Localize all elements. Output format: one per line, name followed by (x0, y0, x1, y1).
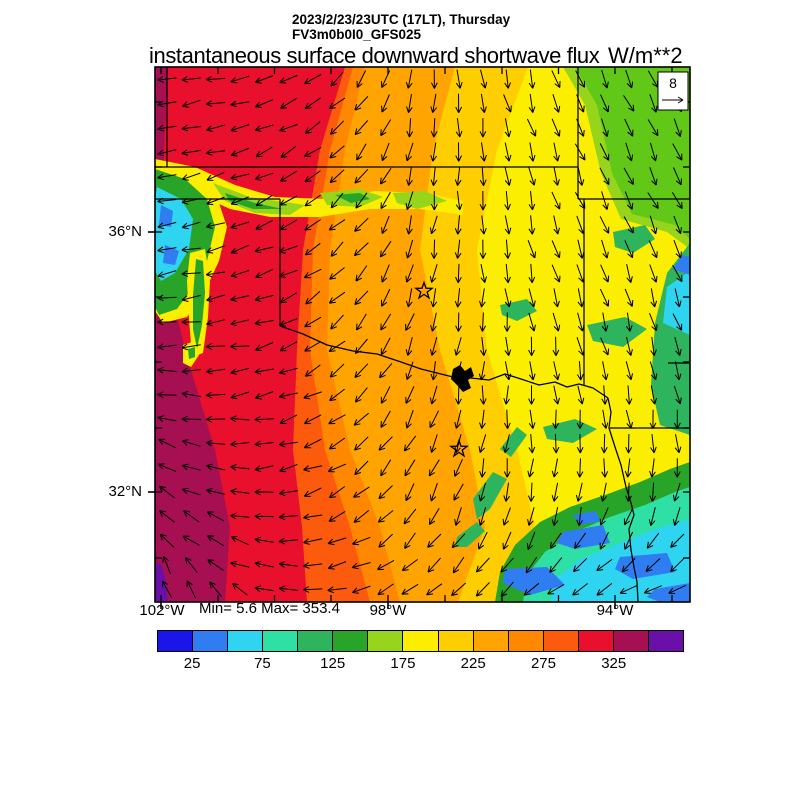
colorbar-tick-label: 175 (390, 655, 416, 672)
colorbar-cell (473, 631, 509, 651)
colorbar-cell (158, 631, 194, 651)
lon-label-102w: 102°W (139, 602, 185, 619)
colorbar-tick-label: 275 (530, 655, 556, 672)
flux-region-se-blue-c (503, 567, 565, 595)
flux-region-green-streak-a (473, 472, 507, 519)
lat-label-32n: 32°N (108, 483, 142, 500)
flux-region-green-streak-c (455, 522, 485, 547)
flux-region-west-streak-green (193, 259, 205, 349)
wind-ref-arrow-icon (662, 96, 684, 104)
colorbar (157, 630, 684, 652)
colorbar-cell (193, 631, 229, 651)
colorbar-cell (578, 631, 614, 651)
colorbar-cell (438, 631, 474, 651)
colorbar-cell (508, 631, 544, 651)
flux-region-se-blue-b (615, 553, 675, 579)
colorbar-tick-label: 125 (320, 655, 346, 672)
colorbar-cell (263, 631, 299, 651)
flux-region-nw-blue-dot-b (163, 245, 179, 265)
flux-region-green-streak-b (500, 427, 527, 457)
flux-region-green-patch-d (543, 419, 597, 443)
lat-label-36n: 36°N (108, 223, 142, 240)
map-plot: 8 (148, 66, 691, 609)
wind-arrows (157, 69, 687, 599)
flux-region-nw-green-bit-a (225, 193, 283, 209)
flux-region-se-blue-d (647, 583, 690, 602)
valid-time-label: 2023/2/23/23UTC (17LT), Thursday (292, 12, 511, 27)
minmax-label: Min= 5.6 Max= 353.4 (199, 600, 340, 617)
lon-label-98w: 98°W (369, 602, 407, 619)
map-frame (154, 66, 691, 603)
colorbar-tick-label: 225 (460, 655, 486, 672)
flux-region-green-patch-a (613, 225, 655, 253)
wind-reference-box: 8 (657, 71, 689, 111)
colorbar-cell (613, 631, 649, 651)
state-border-texas-east-border (607, 397, 639, 603)
flux-region-nw-blue-dot-a (159, 205, 173, 227)
colorbar-cell (333, 631, 369, 651)
flux-region-sw-dash-green (188, 347, 195, 359)
colorbar-cell (403, 631, 439, 651)
flux-region-purple-corner (155, 562, 168, 602)
colorbar-cell (543, 631, 579, 651)
colorbar-tick-label: 25 (183, 655, 201, 672)
city-star (449, 438, 469, 458)
flux-region-maroon-band (155, 67, 230, 602)
model-run-label: FV3m0b0I0_GFS025 (292, 27, 422, 42)
colorbar-cell (298, 631, 334, 651)
wind-ref-value: 8 (669, 75, 677, 91)
city-star (414, 280, 434, 300)
lake-texoma (451, 365, 474, 392)
colorbar-cell (648, 631, 683, 651)
lon-label-94w: 94°W (596, 602, 634, 619)
flux-region-east-strip-blue (673, 255, 690, 275)
plot-title: instantaneous surface downward shortwave… (149, 43, 600, 68)
colorbar-cell (228, 631, 264, 651)
flux-region-se-blue-a (557, 525, 610, 549)
colorbar-cell (368, 631, 404, 651)
units-label: W/m**2 (608, 43, 683, 68)
colorbar-tick-label: 325 (601, 655, 627, 672)
colorbar-tick-label: 75 (254, 655, 271, 672)
